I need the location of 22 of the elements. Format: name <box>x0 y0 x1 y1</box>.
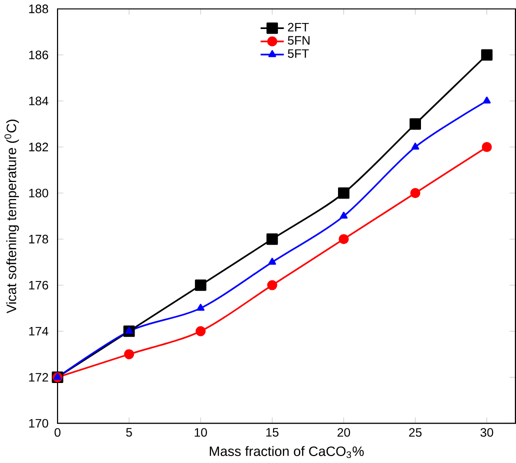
y-tick-label: 186 <box>29 50 48 60</box>
x-tick-label: 20 <box>338 428 350 437</box>
y-tick-label: 188 <box>29 4 48 14</box>
legend-label: 2FT <box>288 23 309 32</box>
legend-label: 5FT <box>288 50 309 58</box>
y-tick-label: 176 <box>29 281 48 290</box>
y-tick-label: 174 <box>29 327 48 336</box>
legend-label: 5FN <box>288 36 310 45</box>
x-tick-label: 10 <box>194 428 207 437</box>
x-tick-label: 0 <box>54 428 60 437</box>
y-axis-title: Vicat softening temperature ($^{0}$C) <box>4 120 19 314</box>
y-tick-label: 180 <box>29 188 48 198</box>
x-tick-label: 30 <box>480 428 494 437</box>
x-tick-label: 15 <box>266 428 278 437</box>
y-tick-label: 182 <box>29 142 48 152</box>
y-tick-label: 172 <box>29 373 48 382</box>
y-tick-label: 178 <box>29 234 48 244</box>
x-tick-label: 5 <box>126 428 132 437</box>
x-axis-title: Mass fraction of CaCO$_{3}$% <box>210 446 364 458</box>
y-tick-label: 170 <box>29 419 48 428</box>
x-tick-label: 25 <box>409 428 422 437</box>
y-tick-label: 184 <box>29 96 48 106</box>
